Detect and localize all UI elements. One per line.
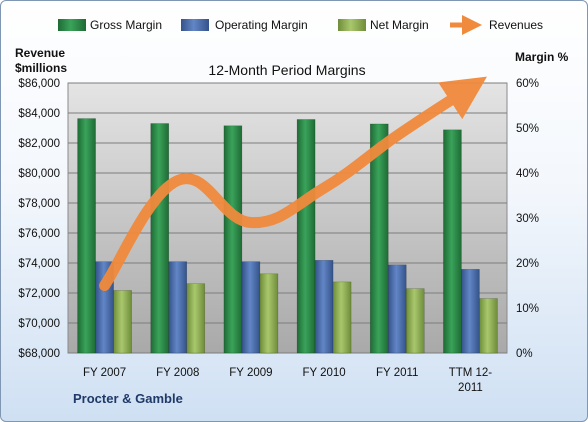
bar-net-margin [186,283,206,354]
gridlines [68,82,507,354]
legend-item-gross: Gross Margin [58,18,162,32]
right-tick-label: 40% [516,168,539,180]
bar-gross-margin [150,123,170,354]
category-label: 2011 [458,382,483,394]
legend-item-net: Net Margin [338,18,429,32]
legend-label-gross: Gross Margin [90,18,162,32]
bar-net-margin [113,290,132,354]
bar-net-margin [479,298,498,354]
company-label: Procter & Gamble [73,391,183,406]
bar-operating-margin [314,259,334,354]
left-tick-label: $72,000 [18,288,60,300]
legend-item-operating: Operating Margin [181,18,308,32]
bar-net-margin [332,281,352,354]
bars [77,118,498,354]
bar-gross-margin [77,118,96,354]
right-tick-label: 30% [516,213,539,225]
left-axis-title-line-2: $millions [15,61,67,75]
revenues-line [99,76,487,291]
left-tick-label: $74,000 [18,258,60,270]
right-tick-label: 50% [516,123,539,135]
bar-gross-margin [443,129,462,354]
legend-label-net: Net Margin [370,18,429,32]
bar-net-margin [405,288,425,354]
left-axis-ticks: $68,000 $70,000 $72,000 $74,000 $76,000 $78,0… [18,78,60,360]
left-tick-label: $78,000 [18,198,60,210]
legend-swatch-net [338,19,366,31]
left-tick-label: $76,000 [18,228,60,240]
right-axis-title: Margin % [515,50,569,64]
legend-item-revenues: Revenues [450,15,543,35]
left-tick-label: $68,000 [18,348,60,360]
bar-gross-margin [296,119,316,354]
category-label: FY 2007 [83,367,126,379]
left-tick-label: $80,000 [18,168,60,180]
legend-swatch-operating [181,19,209,31]
left-tick-label: $82,000 [18,138,60,150]
bar-operating-margin [461,268,480,354]
chart-title: 12-Month Period Margins [208,62,365,78]
right-axis-ticks: 0% 10% 20% 30% 40% 50% 60% [516,78,539,360]
category-label: FY 2010 [302,367,345,379]
right-tick-label: 0% [516,348,533,360]
bar-operating-margin [387,264,407,354]
left-tick-label: $84,000 [18,108,60,120]
category-label: FY 2009 [229,367,272,379]
left-tick-label: $86,000 [18,78,60,90]
category-label: TTM 12- [449,367,493,379]
legend-label-revenues: Revenues [489,18,543,32]
right-tick-label: 60% [516,78,539,90]
legend: Gross Margin Operating Margin Net Margin… [58,15,543,35]
bar-gross-margin [223,125,243,354]
left-tick-label: $70,000 [18,318,60,330]
right-tick-label: 10% [516,303,539,315]
legend-swatch-gross [58,19,86,31]
bar-operating-margin [168,261,188,354]
bar-gross-margin [369,123,389,354]
bar-operating-margin [241,261,261,354]
bar-net-margin [259,273,279,354]
right-tick-label: 20% [516,258,539,270]
category-label: FY 2011 [376,367,418,379]
category-label: FY 2008 [156,367,199,379]
left-axis-title-line-1: Revenue [15,46,65,60]
category-labels: FY 2007 FY 2008 FY 2009 FY 2010 FY 2011 TTM 1… [83,367,492,394]
legend-label-operating: Operating Margin [215,18,308,32]
